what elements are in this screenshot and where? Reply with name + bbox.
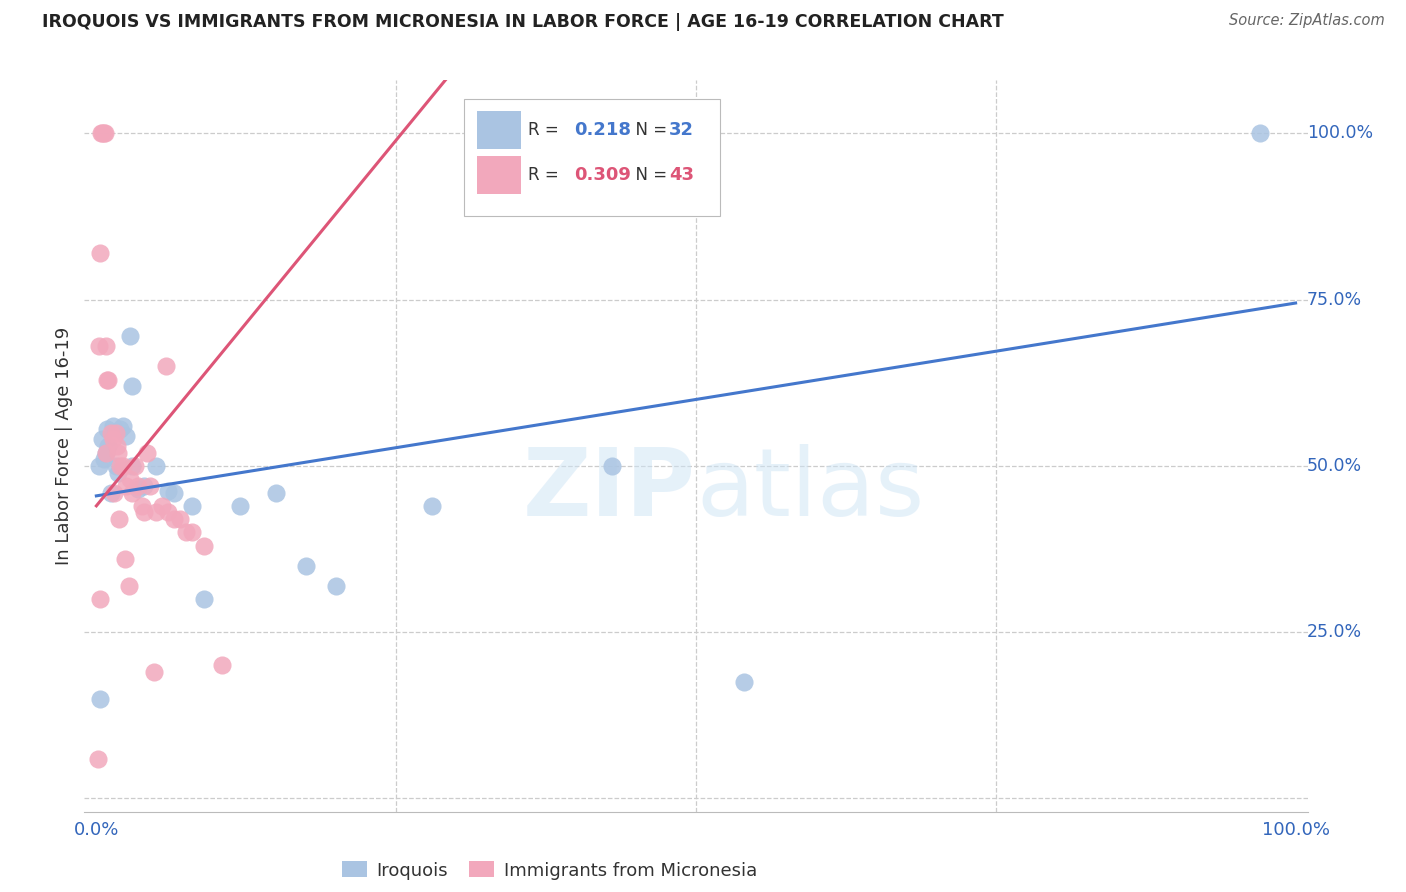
Point — [157, 506, 180, 520]
Point — [91, 433, 114, 447]
Point — [600, 458, 623, 473]
Point — [114, 552, 136, 566]
Point — [101, 419, 124, 434]
Point — [97, 439, 120, 453]
Point — [87, 339, 110, 353]
Point — [118, 579, 141, 593]
Point — [118, 472, 141, 486]
Point — [295, 558, 318, 573]
Point — [124, 458, 146, 473]
Point — [105, 439, 128, 453]
Point — [121, 379, 143, 393]
Point — [163, 485, 186, 500]
Point — [96, 372, 118, 386]
Point — [145, 458, 167, 473]
Text: N =: N = — [626, 167, 672, 185]
Text: IROQUOIS VS IMMIGRANTS FROM MICRONESIA IN LABOR FORCE | AGE 16-19 CORRELATION CH: IROQUOIS VS IMMIGRANTS FROM MICRONESIA I… — [42, 13, 1004, 31]
Point — [104, 425, 127, 440]
Point — [127, 482, 149, 496]
Point — [89, 691, 111, 706]
Point — [193, 539, 215, 553]
Text: 43: 43 — [669, 167, 695, 185]
Point — [100, 485, 122, 500]
Point — [101, 433, 124, 447]
Point — [127, 479, 149, 493]
Point — [87, 458, 110, 473]
Point — [121, 458, 143, 473]
Point — [86, 751, 108, 765]
Point — [134, 479, 156, 493]
Point — [108, 512, 131, 526]
Text: 25.0%: 25.0% — [1306, 624, 1362, 641]
Point — [103, 485, 125, 500]
Point — [155, 359, 177, 374]
Point — [264, 485, 287, 500]
Point — [97, 372, 120, 386]
Point — [96, 422, 118, 436]
Point — [104, 458, 127, 473]
Point — [94, 445, 117, 459]
Point — [145, 506, 167, 520]
Point — [93, 127, 115, 141]
Point — [1249, 127, 1271, 141]
Y-axis label: In Labor Force | Age 16-19: In Labor Force | Age 16-19 — [55, 326, 73, 566]
Legend: Iroquois, Immigrants from Micronesia: Iroquois, Immigrants from Micronesia — [335, 855, 763, 887]
Point — [89, 591, 111, 606]
Text: N =: N = — [626, 121, 672, 139]
Text: 0.309: 0.309 — [574, 167, 630, 185]
Point — [325, 579, 347, 593]
Point — [115, 479, 138, 493]
Point — [93, 127, 115, 141]
Point — [169, 512, 191, 526]
Point — [181, 525, 204, 540]
Point — [135, 445, 157, 459]
Point — [139, 479, 162, 493]
Text: Source: ZipAtlas.com: Source: ZipAtlas.com — [1229, 13, 1385, 29]
Point — [134, 506, 156, 520]
Point — [174, 525, 197, 540]
Text: atlas: atlas — [696, 444, 924, 536]
Point — [131, 499, 153, 513]
Point — [142, 665, 165, 679]
Point — [157, 484, 180, 499]
Text: 32: 32 — [669, 121, 695, 139]
Text: 75.0%: 75.0% — [1306, 291, 1362, 309]
FancyBboxPatch shape — [464, 99, 720, 216]
Point — [110, 458, 132, 473]
Text: R =: R = — [529, 121, 564, 139]
Point — [733, 675, 755, 690]
Point — [111, 419, 134, 434]
Point — [150, 499, 173, 513]
Point — [111, 458, 134, 473]
Text: 50.0%: 50.0% — [1306, 457, 1362, 475]
Point — [163, 512, 186, 526]
Text: R =: R = — [529, 167, 564, 185]
Point — [193, 591, 215, 606]
Text: 0.218: 0.218 — [574, 121, 631, 139]
Point — [115, 429, 138, 443]
Point — [89, 246, 111, 260]
Point — [107, 445, 129, 459]
Point — [229, 499, 252, 513]
Point — [110, 422, 132, 436]
Point — [91, 127, 114, 141]
Point — [100, 425, 122, 440]
Point — [94, 339, 117, 353]
Point — [90, 127, 112, 141]
Point — [420, 499, 443, 513]
Text: 100.0%: 100.0% — [1306, 125, 1372, 143]
Point — [118, 329, 141, 343]
Point — [181, 499, 204, 513]
Point — [94, 445, 117, 459]
FancyBboxPatch shape — [477, 111, 522, 149]
Point — [107, 466, 129, 480]
Point — [93, 452, 115, 467]
Point — [121, 485, 143, 500]
FancyBboxPatch shape — [477, 156, 522, 194]
Point — [211, 658, 233, 673]
Text: ZIP: ZIP — [523, 444, 696, 536]
